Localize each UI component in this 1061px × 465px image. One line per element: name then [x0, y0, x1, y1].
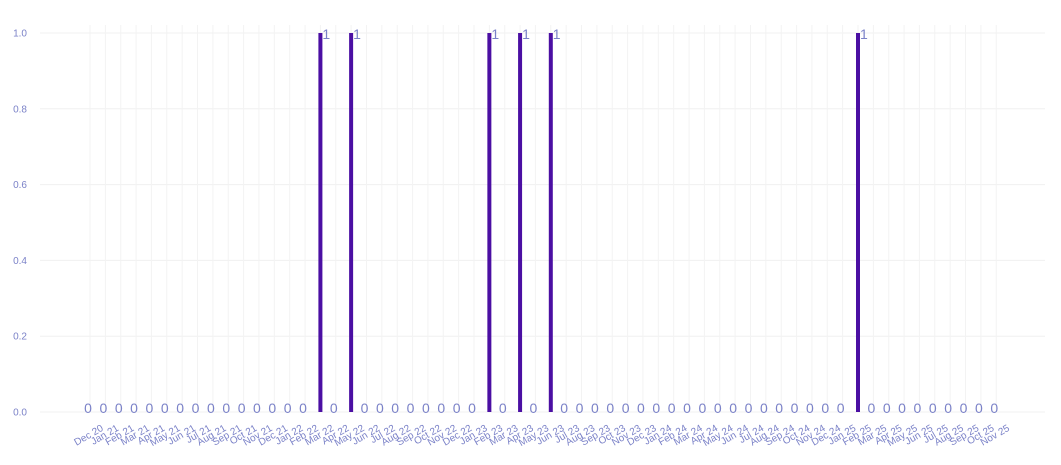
- data-label: 0: [944, 400, 952, 416]
- data-label: 1: [322, 26, 330, 42]
- data-label: 0: [591, 400, 599, 416]
- data-label: 0: [837, 400, 845, 416]
- data-label: 0: [115, 400, 123, 416]
- data-label: 0: [146, 400, 154, 416]
- data-label: 0: [867, 400, 875, 416]
- data-label: 0: [806, 400, 814, 416]
- bar: [548, 33, 553, 412]
- data-label: 0: [960, 400, 968, 416]
- data-label: 0: [361, 400, 369, 416]
- data-label: 0: [207, 400, 215, 416]
- data-label: 0: [84, 400, 92, 416]
- bars: [318, 33, 860, 412]
- data-label: 0: [990, 400, 998, 416]
- data-label: 0: [729, 400, 737, 416]
- data-label: 0: [422, 400, 430, 416]
- data-label: 0: [499, 400, 507, 416]
- data-label: 0: [791, 400, 799, 416]
- y-axis: 0.0 0.2 0.4 0.6 0.8 1.0: [13, 29, 27, 419]
- data-label: 1: [860, 26, 868, 42]
- data-label: 0: [637, 400, 645, 416]
- data-label: 0: [253, 400, 261, 416]
- y-tick-label: 1.0: [13, 29, 27, 40]
- y-tick-label: 0.0: [13, 408, 27, 419]
- data-label: 0: [883, 400, 891, 416]
- data-label: 0: [268, 400, 276, 416]
- data-label: 0: [622, 400, 630, 416]
- y-tick-label: 0.6: [13, 180, 27, 191]
- data-label: 1: [522, 26, 530, 42]
- bar: [856, 33, 860, 412]
- data-label: 0: [284, 400, 292, 416]
- data-label: 0: [161, 400, 169, 416]
- data-label: 1: [553, 26, 561, 42]
- data-label: 0: [668, 400, 676, 416]
- data-label: 0: [652, 400, 660, 416]
- data-label: 0: [453, 400, 461, 416]
- data-label: 0: [238, 400, 246, 416]
- data-label: 0: [192, 400, 200, 416]
- data-label: 0: [714, 400, 722, 416]
- data-label: 0: [606, 400, 614, 416]
- data-label: 0: [391, 400, 399, 416]
- data-label: 0: [330, 400, 338, 416]
- data-label: 0: [898, 400, 906, 416]
- bar: [318, 33, 323, 412]
- data-label: 0: [760, 400, 768, 416]
- data-label: 1: [353, 26, 361, 42]
- data-label: 1: [491, 26, 499, 42]
- data-label: 0: [775, 400, 783, 416]
- data-label: 0: [437, 400, 445, 416]
- grid: [40, 25, 1045, 413]
- y-tick-label: 0.2: [13, 332, 27, 343]
- y-tick-label: 0.8: [13, 104, 27, 115]
- data-label: 0: [914, 400, 922, 416]
- data-label: 0: [576, 400, 584, 416]
- data-label: 0: [222, 400, 230, 416]
- data-label: 0: [745, 400, 753, 416]
- bar: [349, 33, 354, 412]
- bar: [487, 33, 492, 412]
- data-label: 0: [130, 400, 138, 416]
- bar: [518, 33, 523, 412]
- data-label: 0: [683, 400, 691, 416]
- data-label: 0: [975, 400, 983, 416]
- y-tick-label: 0.4: [13, 256, 27, 267]
- data-label: 0: [299, 400, 307, 416]
- data-label: 0: [821, 400, 829, 416]
- data-label: 0: [468, 400, 476, 416]
- data-label: 0: [699, 400, 707, 416]
- data-label: 0: [99, 400, 107, 416]
- data-label: 0: [560, 400, 568, 416]
- data-label: 0: [176, 400, 184, 416]
- data-label: 0: [376, 400, 384, 416]
- data-label: 0: [530, 400, 538, 416]
- data-label: 0: [407, 400, 415, 416]
- data-label: 0: [929, 400, 937, 416]
